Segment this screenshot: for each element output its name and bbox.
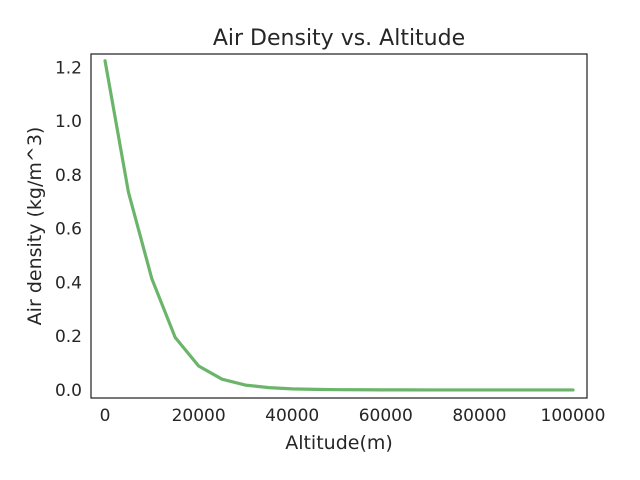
x-axis-ticks: 0 20000 40000 60000 80000 100000	[100, 406, 606, 426]
x-tick-label: 80000	[452, 406, 506, 426]
x-tick-label: 60000	[359, 406, 413, 426]
x-axis-label: Altitude(m)	[285, 432, 393, 454]
y-axis-label: Air density (kg/m^3)	[24, 127, 46, 326]
y-tick-label: 0.8	[55, 166, 82, 186]
y-tick-label: 0.6	[55, 220, 82, 240]
y-tick-label: 1.0	[55, 112, 82, 132]
x-tick-label: 20000	[172, 406, 226, 426]
y-tick-label: 0.2	[55, 327, 82, 347]
plot-frame	[90, 53, 588, 399]
y-axis-ticks: 0.0 0.2 0.4 0.6 0.8 1.0 1.2	[55, 58, 82, 401]
series-line-0	[103, 59, 575, 392]
series-layer	[103, 59, 575, 392]
x-tick-label: 40000	[265, 406, 319, 426]
x-tick-label: 0	[100, 406, 111, 426]
x-tick-label: 100000	[541, 406, 606, 426]
y-tick-label: 1.2	[55, 58, 82, 78]
chart-title: Air Density vs. Altitude	[213, 26, 465, 51]
y-tick-label: 0.4	[55, 273, 82, 293]
y-tick-label: 0.0	[55, 381, 82, 401]
